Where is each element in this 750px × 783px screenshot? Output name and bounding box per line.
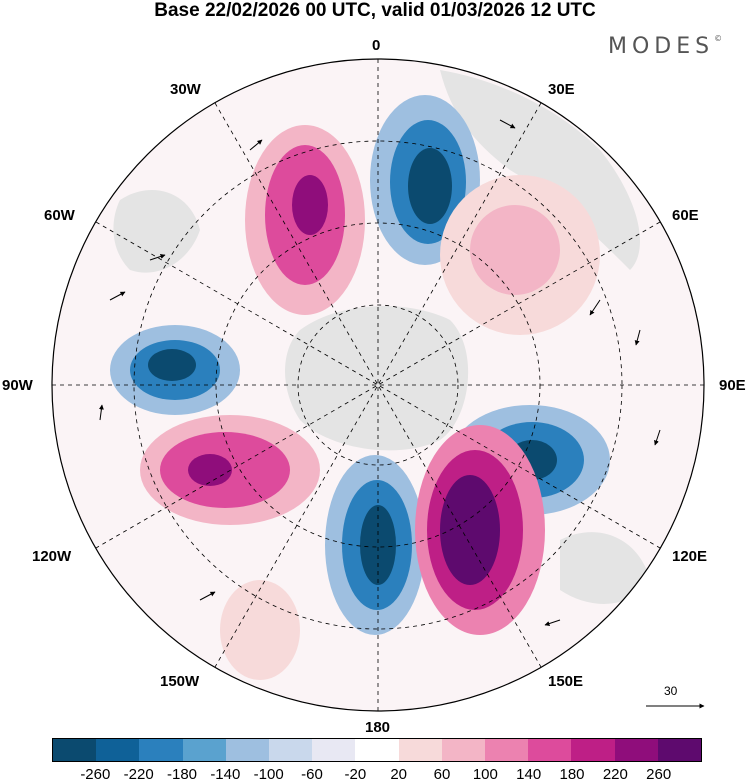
colorbar-swatch (614, 739, 658, 761)
reference-vector-label: 30 (664, 684, 678, 698)
land-masses (113, 70, 650, 604)
colorbar-swatch (355, 739, 399, 761)
colorbar-tick-label: -220 (123, 766, 154, 783)
lon-label-30e: 30E (548, 81, 575, 98)
colorbar-swatch (139, 739, 183, 761)
colorbar-swatch (269, 739, 313, 761)
lon-label-60e: 60E (672, 207, 699, 224)
colorbar-swatch (441, 739, 486, 761)
colorbar-tick-label: -20 (344, 766, 367, 783)
colorbar-tick-label: 220 (602, 766, 628, 783)
colorbar-tick-label: 20 (390, 766, 407, 783)
map-border (51, 58, 705, 712)
colorbar-tick-label: -140 (210, 766, 241, 783)
colorbar (52, 738, 702, 762)
lon-label-180: 180 (365, 719, 391, 736)
lon-label-120w: 120W (32, 548, 72, 565)
lon-label-90e: 90E (719, 377, 746, 394)
colorbar-tick-label: 180 (559, 766, 585, 783)
colorbar-swatch (312, 739, 356, 761)
colorbar-swatch (657, 739, 702, 761)
colorbar-ticks: -260 -220 -180 -140 -100 -60 -20 20 60 100 140 180 2… (0, 766, 750, 783)
lon-label-90w: 90W (2, 377, 33, 394)
colorbar-tick-label: -100 (253, 766, 284, 783)
positive-anomalies (140, 125, 600, 680)
brand-mark: © (714, 34, 723, 43)
colorbar-swatch (485, 739, 529, 761)
lon-label-60w: 60W (44, 207, 75, 224)
wind-vectors (98, 119, 661, 626)
colorbar-tick-label: -260 (80, 766, 111, 783)
colorbar-tick-label: 140 (516, 766, 542, 783)
lon-label-150w: 150W (160, 673, 200, 690)
colorbar-swatch (182, 739, 226, 761)
map-title: Base 22/02/2026 00 UTC, valid 01/03/2026… (154, 0, 596, 21)
lon-label-150e: 150E (548, 673, 584, 690)
colorbar-tick-label: -60 (301, 766, 323, 783)
colorbar-swatch (398, 739, 442, 761)
colorbar-tick-label: 260 (646, 766, 672, 783)
colorbar-tick-label: 60 (433, 766, 451, 783)
graticule (52, 59, 704, 711)
modes-logo: MODES© (608, 34, 722, 59)
colorbar-tick-label: -180 (166, 766, 198, 783)
colorbar-tick-label: 100 (472, 766, 498, 783)
anomaly-field (52, 59, 704, 711)
lon-label-120e: 120E (672, 548, 708, 565)
lon-label-30w: 30W (170, 81, 201, 98)
colorbar-swatch (528, 739, 572, 761)
brand-name: MODES (608, 34, 715, 59)
colorbar-swatch (571, 739, 615, 761)
colorbar-swatch (53, 739, 97, 761)
lon-label-0: 0 (372, 37, 381, 54)
colorbar-swatch (225, 739, 270, 761)
colorbar-swatch (96, 739, 140, 761)
